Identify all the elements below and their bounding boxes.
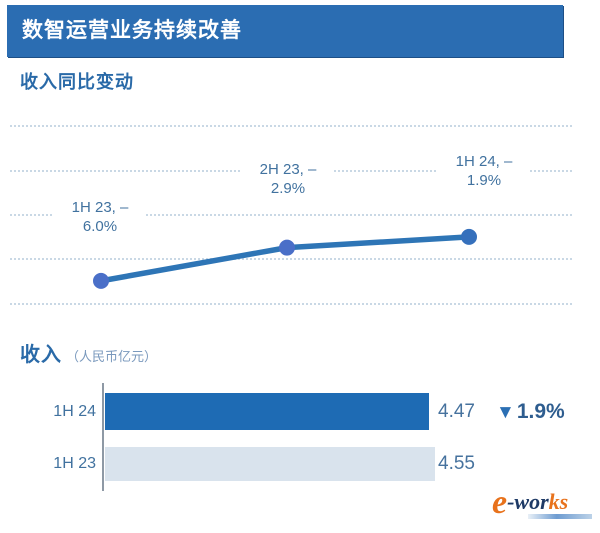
bar-delta-value: 1.9% [516,400,565,423]
gridline [10,303,572,305]
data-label-line2: 1.9% [466,172,502,189]
data-label-1h24: 1H 24, – 1.9% [438,152,530,190]
logo-underline [528,514,592,519]
data-label-line1: 1H 24, – [455,153,513,170]
bar-heading-main: 收入 [20,344,62,366]
bar-1h23 [105,447,435,481]
bar-1h24 [105,393,429,430]
bar-heading-unit: （人民币亿元） [66,349,158,364]
logo-ks: ks [548,489,569,514]
gridline [10,214,572,216]
bar-category-1h23: 1H 23 [53,455,96,472]
data-label-1h23: 1H 23, – 6.0% [54,198,146,236]
line-chart-heading: 收入同比变动 [20,72,134,92]
bar-value-1h23: 4.55 [438,453,475,474]
logo-e: e [492,484,508,521]
logo-wor: -wor [507,489,549,514]
data-label-2h23: 2H 23, – 2.9% [242,160,334,198]
bar-category-1h24: 1H 24 [53,403,96,420]
down-triangle-icon: ▼ [496,402,515,423]
data-label-line2: 2.9% [270,180,306,197]
line-series [93,228,477,289]
data-label-line1: 1H 23, – [71,199,129,216]
gridline [10,125,572,127]
gridline [10,258,572,260]
data-label-line1: 2H 23, – [259,161,317,178]
eworks-logo: e-works [492,486,592,528]
data-label-line2: 6.0% [82,218,118,235]
bar-delta-badge: ▼1.9% [496,393,565,431]
bar-value-1h24: 4.47 [438,401,475,422]
bar-axis-line [102,383,104,491]
page-title: 数智运营业务持续改善 [7,5,563,57]
bar-chart-heading: 收入 （人民币亿元） [20,338,157,367]
line-chart: 1H 23, – 6.0% 2H 23, – 2.9% 1H 24, – 1.9… [0,110,600,315]
